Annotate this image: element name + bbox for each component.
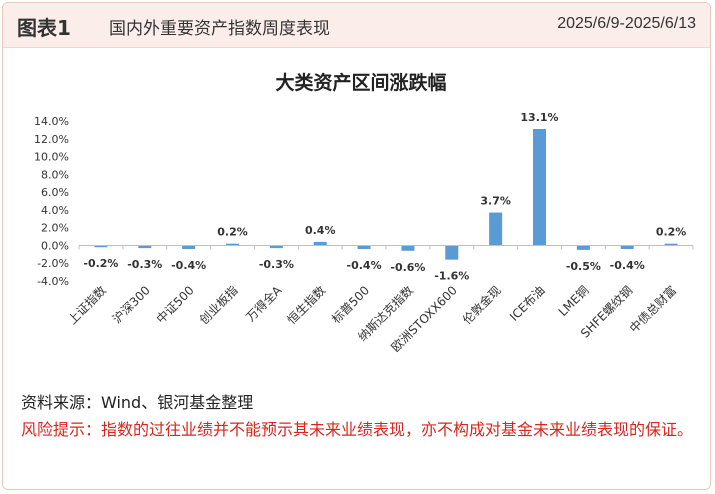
chart-area: 大类资产区间涨跌幅 -4.0% -2.0% 0.0% 2.0% 4.0% 6.0% 8.0%… xyxy=(13,59,698,377)
x-tick-label: 万得全A xyxy=(243,282,285,324)
bar-data-label: 0.2% xyxy=(217,226,248,239)
y-tick-label: 6.0% xyxy=(41,186,69,199)
bar xyxy=(226,243,239,246)
x-tick-label: 伦敦金现 xyxy=(459,283,504,328)
bar xyxy=(664,243,678,246)
bar xyxy=(138,245,152,249)
bar xyxy=(533,129,546,246)
risk-notice: 风险提示：指数的过往业绩并不能预示其未来业绩表现，亦不构成对基金未来业绩表现的保… xyxy=(21,420,694,439)
x-tick-label: LME铜 xyxy=(555,283,592,320)
bar-data-label: -0.3% xyxy=(127,258,162,271)
bar-data-label: -1.6% xyxy=(434,270,469,283)
bar xyxy=(620,245,634,249)
bar-data-label: -0.5% xyxy=(566,260,601,273)
x-tick-label: 中证500 xyxy=(153,283,197,327)
x-tick-label: 恒生指数 xyxy=(284,283,329,328)
bar-data-label: 0.2% xyxy=(656,226,687,239)
bar xyxy=(94,245,108,248)
bar-data-label: -0.6% xyxy=(390,261,425,274)
y-tick-label: 4.0% xyxy=(41,204,69,217)
bar xyxy=(357,245,371,249)
y-tick-label: 12.0% xyxy=(34,133,69,146)
y-tick-label: 14.0% xyxy=(34,115,69,128)
bar xyxy=(401,245,415,251)
bar xyxy=(489,212,503,246)
x-tick-label: 标普500 xyxy=(329,283,372,326)
x-tick-label: ICE布油 xyxy=(507,283,548,324)
figure-title: 国内外重要资产指数周度表现 xyxy=(109,19,330,39)
bar-data-label: -0.4% xyxy=(347,259,382,272)
bar xyxy=(445,245,459,260)
chart-title: 大类资产区间涨跌幅 xyxy=(275,71,446,94)
data-labels-group: -0.2% -0.3% -0.4% 0.2% -0.3% 0.4% -0.4% -0.6% -1… xyxy=(83,111,686,283)
x-tick-label: 中债总财富 xyxy=(626,283,679,336)
y-tick-label: 10.0% xyxy=(34,151,69,164)
y-tick-label: -2.0% xyxy=(37,257,69,270)
bar xyxy=(313,241,327,246)
y-tick-label: 0.0% xyxy=(41,239,69,252)
y-tick-label: 2.0% xyxy=(41,222,69,235)
source-note: 资料来源：Wind、银河基金整理 xyxy=(21,393,254,412)
y-tick-label: 8.0% xyxy=(41,168,69,181)
bar-data-label: -0.3% xyxy=(259,258,294,271)
bar-data-label: 3.7% xyxy=(480,195,511,208)
x-tick-label: 沪深300 xyxy=(110,283,153,326)
bar-chart: 大类资产区间涨跌幅 -4.0% -2.0% 0.0% 2.0% 4.0% 6.0% 8.0%… xyxy=(34,71,694,355)
x-tick-label: 上证指数 xyxy=(64,283,109,328)
bar-data-label: -0.4% xyxy=(610,259,645,272)
x-tick-label: 创业板指 xyxy=(196,283,241,328)
bar-data-label: 13.1% xyxy=(520,111,558,124)
bar xyxy=(182,245,196,249)
bar-data-label: -0.2% xyxy=(83,257,118,270)
y-axis: -4.0% -2.0% 0.0% 2.0% 4.0% 6.0% 8.0% 10.0% 12.0%… xyxy=(34,115,69,288)
figure-label: 图表1 xyxy=(17,16,71,40)
bar xyxy=(269,245,283,249)
bar-data-label: 0.4% xyxy=(305,224,336,237)
figure-header: 图表1 国内外重要资产指数周度表现 2025/6/9-2025/6/13 xyxy=(3,3,710,48)
y-tick-label: -4.0% xyxy=(37,275,69,288)
bar-data-label: -0.4% xyxy=(171,259,206,272)
bars-group xyxy=(94,129,678,260)
bar xyxy=(576,245,590,250)
figure-card: 图表1 国内外重要资产指数周度表现 2025/6/9-2025/6/13 大类资… xyxy=(2,2,711,490)
date-range: 2025/6/9-2025/6/13 xyxy=(557,15,696,32)
